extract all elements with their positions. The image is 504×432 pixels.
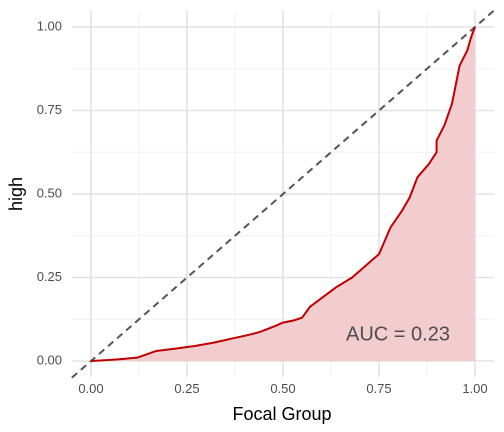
y-tick-labels: 0.00 0.25 0.50 0.75 1.00 [37, 18, 62, 367]
x-tick-label: 0.50 [270, 381, 295, 396]
y-tick-label: 1.00 [37, 18, 62, 33]
curve-line [90, 26, 476, 362]
y-tick-label: 0.50 [37, 185, 62, 200]
x-tick-label: 1.00 [462, 381, 487, 396]
y-axis-title: high [6, 177, 26, 211]
auc-annotation: AUC = 0.23 [346, 323, 450, 345]
x-tick-label: 0.00 [78, 381, 103, 396]
reference-diagonal [71, 9, 495, 379]
x-tick-labels: 0.00 0.25 0.50 0.75 1.00 [78, 381, 487, 396]
y-tick-label: 0.00 [37, 352, 62, 367]
x-tick-label: 0.25 [174, 381, 199, 396]
y-tick-label: 0.75 [37, 102, 62, 117]
x-axis-title: Focal Group [232, 404, 331, 424]
x-tick-label: 0.75 [366, 381, 391, 396]
curve-area [91, 27, 475, 361]
y-tick-label: 0.25 [37, 269, 62, 284]
